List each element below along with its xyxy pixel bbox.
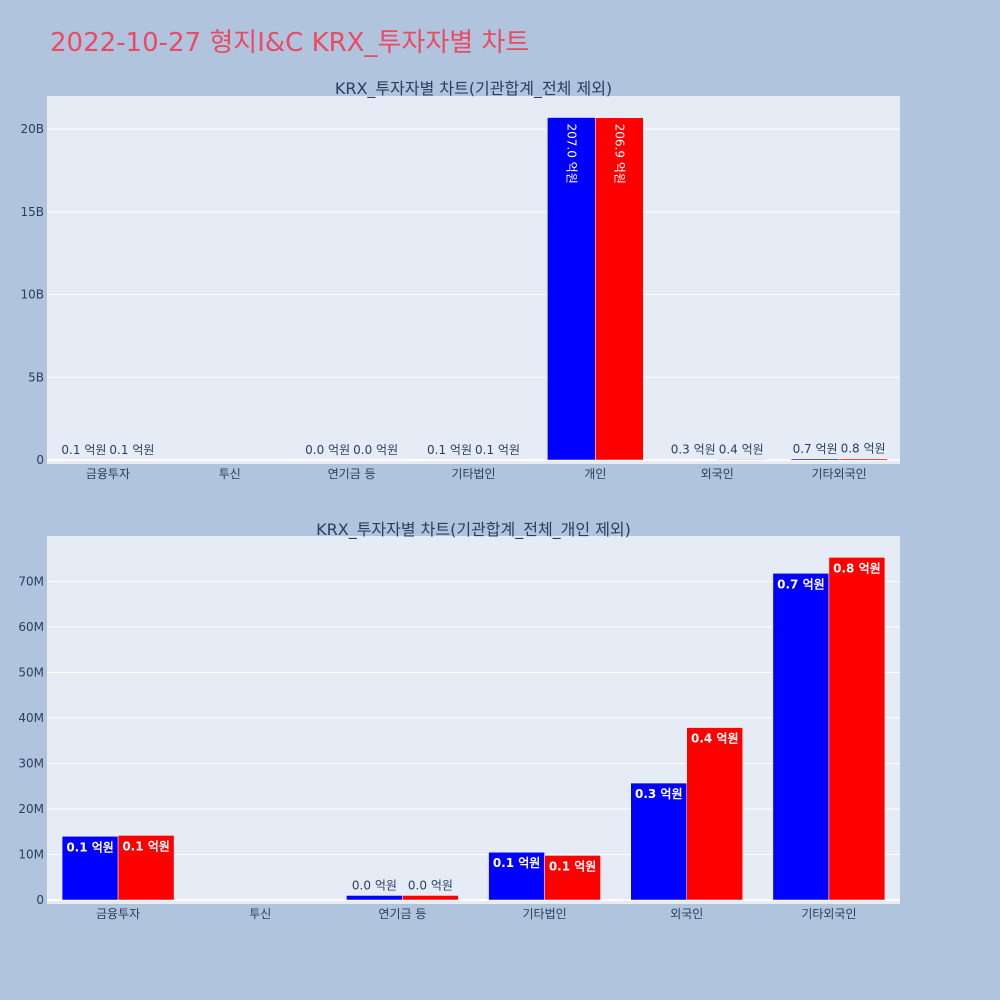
bar-data-label: 0.8 억원	[841, 442, 886, 456]
y-tick-label: 40M	[18, 711, 44, 725]
bar-data-label: 0.7 억원	[793, 442, 838, 456]
bar-data-label: 0.1 억원	[493, 856, 541, 870]
bar-data-label: 0.1 억원	[61, 443, 106, 457]
bar-data-label: 0.4 억원	[719, 442, 764, 456]
bar	[547, 117, 596, 461]
bar-data-label: 0.1 억원	[109, 443, 154, 457]
y-tick-label: 20M	[18, 802, 44, 816]
x-tick-label: 투신	[219, 467, 241, 481]
x-tick-label: 금융투자	[96, 907, 140, 921]
x-tick-label: 기타법인	[522, 907, 566, 921]
plot-area	[47, 536, 900, 904]
x-tick-label: 기타법인	[451, 467, 495, 481]
chart-panel-1: 0 5B 10B 15B 20B KRX_투자자별 차트(기관합계_전체 제외) 금융투자 0…	[20, 79, 900, 481]
x-tick-label: 기타외국인	[811, 467, 866, 481]
bar-data-label: 0.0 억원	[305, 443, 350, 457]
y-tick-label: 50M	[18, 666, 44, 680]
bar-data-label: 0.7 억원	[777, 577, 825, 591]
bar	[61, 836, 119, 901]
y-tick-label: 70M	[18, 575, 44, 589]
bar	[838, 458, 888, 461]
bar	[790, 458, 840, 461]
bar	[828, 557, 886, 901]
x-tick-label: 외국인	[670, 907, 703, 921]
y-tick-label: 0	[36, 893, 44, 907]
x-tick-label: 투신	[249, 907, 271, 921]
bar-data-label: 206.9 억원	[612, 124, 626, 184]
y-tick-label: 60M	[18, 620, 44, 634]
bar	[716, 459, 766, 461]
bar	[630, 782, 687, 901]
chart-title: KRX_투자자별 차트(기관합계_전체 제외)	[335, 79, 612, 99]
y-tick-label: 10B	[20, 288, 44, 302]
x-tick-label: 개인	[584, 467, 606, 481]
bar-data-label: 0.3 억원	[635, 787, 683, 801]
y-tick-label: 0	[36, 453, 44, 467]
y-tick-label: 20B	[20, 122, 44, 136]
bar-data-label: 0.0 억원	[408, 878, 453, 892]
bar-data-label: 0.1 억원	[427, 443, 472, 457]
bar-data-label: 0.4 억원	[691, 732, 739, 746]
bar-data-label: 0.1 억원	[549, 859, 597, 873]
plot-area	[47, 96, 900, 464]
x-tick-label: 연기금 등	[378, 907, 426, 921]
bar	[544, 855, 601, 901]
bar-data-label: 0.3 억원	[671, 443, 716, 457]
bar-data-label: 0.1 억원	[66, 840, 114, 854]
y-tick-label: 15B	[20, 205, 44, 219]
x-tick-label: 외국인	[701, 467, 734, 481]
bar	[488, 851, 545, 901]
y-tick-label: 10M	[18, 848, 44, 862]
bar	[117, 835, 175, 901]
bar-data-label: 0.1 억원	[475, 443, 520, 457]
y-tick-label: 5B	[28, 370, 44, 384]
bar	[772, 573, 830, 901]
bar-data-label: 0.8 억원	[833, 561, 881, 575]
bar-data-label: 0.0 억원	[353, 443, 398, 457]
bar-data-label: 207.0 억원	[564, 124, 578, 184]
bar	[595, 117, 644, 461]
bar	[402, 895, 459, 901]
chart-panel-2: 0 10M 20M 30M 40M 50M 60M 70M KRX_투자자별 차트(기관합계_전…	[18, 520, 900, 921]
x-tick-label: 기타외국인	[801, 907, 856, 921]
bar	[346, 895, 403, 901]
y-tick-label: 30M	[18, 757, 44, 771]
page-title: 2022-10-27 형지I&C KRX_투자자별 차트	[50, 28, 530, 58]
x-tick-label: 연기금 등	[328, 467, 376, 481]
bar	[686, 727, 743, 901]
bar-data-label: 0.1 억원	[122, 839, 170, 853]
x-tick-label: 금융투자	[86, 467, 130, 481]
bar-data-label: 0.0 억원	[352, 878, 397, 892]
chart-title: KRX_투자자별 차트(기관합계_전체_개인 제외)	[316, 520, 631, 540]
